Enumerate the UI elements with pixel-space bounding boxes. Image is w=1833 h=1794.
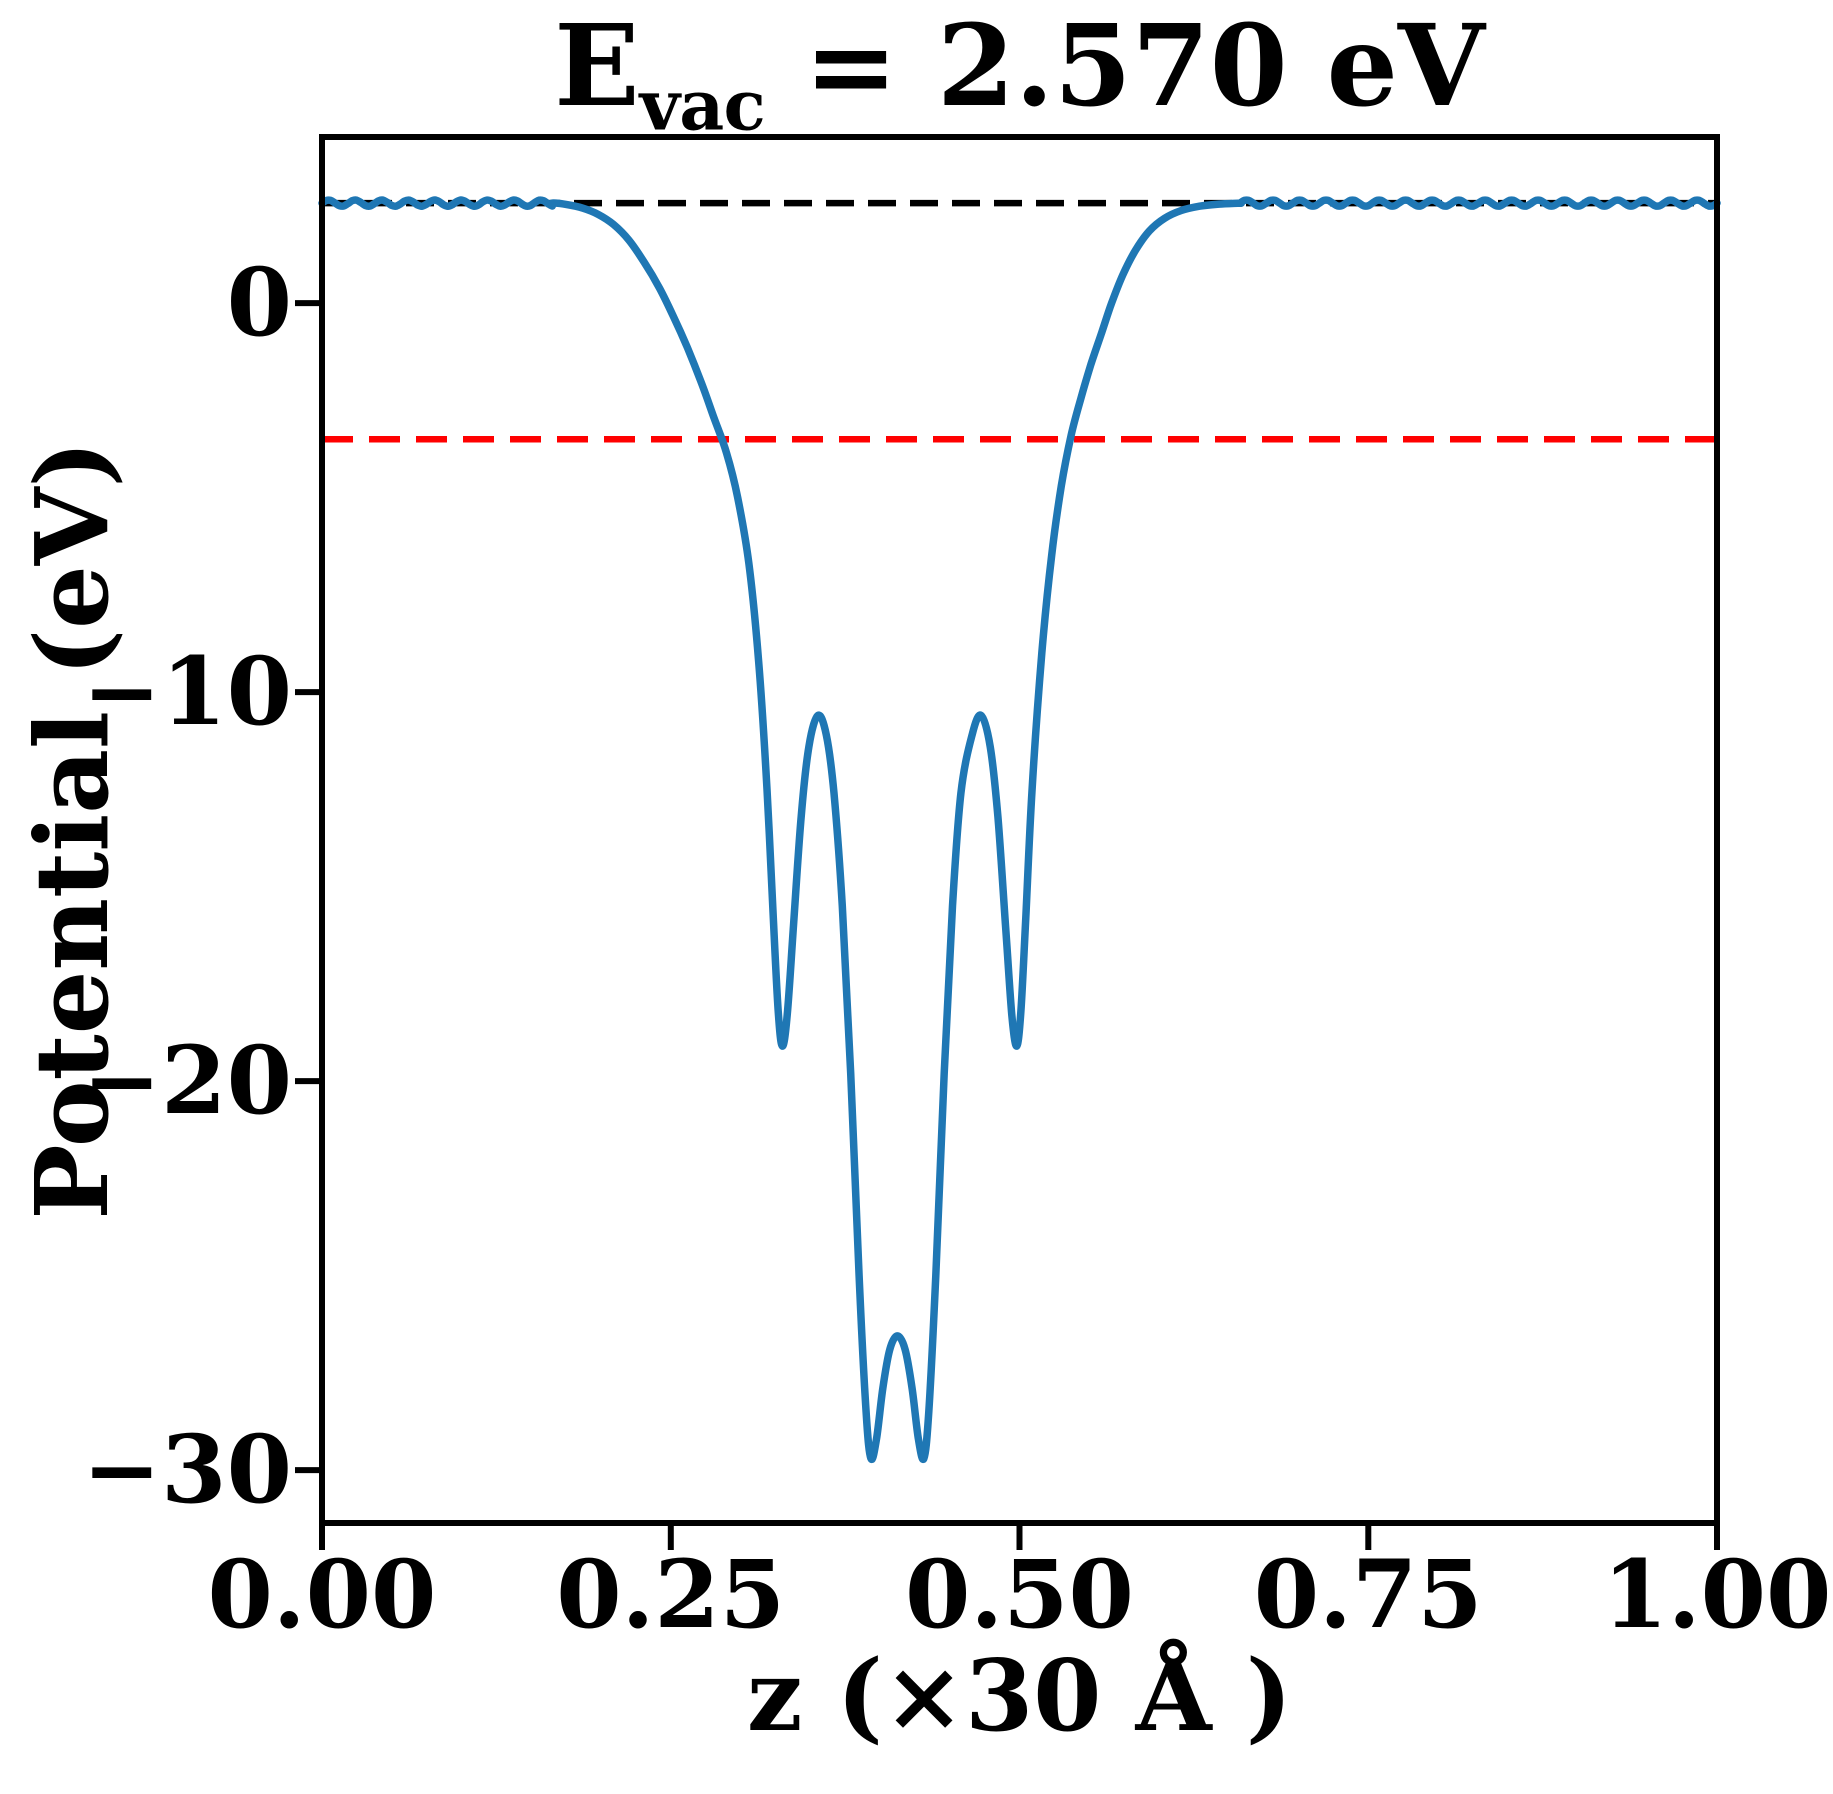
xtick-label-2: 0.50 (905, 1540, 1134, 1650)
chart-title: Evac = 2.570 eV (322, 8, 1717, 143)
axes-spines (319, 134, 1720, 1526)
planar-averaged-potential-curve (318, 196, 1721, 1464)
ytick-label-0: 0 (226, 248, 292, 359)
title-symbol: E (554, 1, 640, 132)
ytick-label-1: −10 (82, 637, 292, 748)
xtick-label-1: 0.25 (556, 1540, 786, 1650)
x-axis-label: z (×30 Å ) (746, 1639, 1293, 1754)
xtick-label-0: 0.00 (207, 1540, 437, 1650)
xtick-label-4: 1.00 (1602, 1540, 1832, 1650)
title-value: = 2.570 eV (765, 1, 1485, 132)
ytick-label-2: −20 (82, 1026, 292, 1137)
ytick-label-3: −30 (82, 1415, 292, 1526)
xtick-label-3: 0.75 (1253, 1540, 1483, 1650)
title-subscript: vac (639, 65, 766, 147)
